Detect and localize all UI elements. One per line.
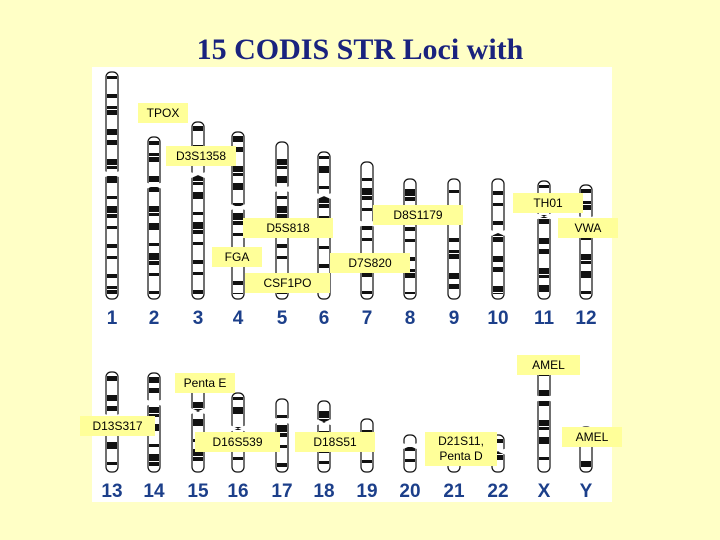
locus-label-csf1po: CSF1PO xyxy=(245,273,330,293)
locus-label-amel-x: AMEL xyxy=(517,355,580,375)
title-line-1: 15 CODIS STR Loci with xyxy=(196,33,524,66)
chromosome-number-16: 16 xyxy=(227,481,248,502)
locus-label-d7s820: D7S820 xyxy=(330,253,410,273)
chromosome-number-22: 22 xyxy=(487,481,508,502)
locus-label-penta-e: Penta E xyxy=(175,373,235,393)
chromosome-number-12: 12 xyxy=(575,308,596,329)
chromosome-8 xyxy=(403,178,417,300)
chromosome-number-3: 3 xyxy=(193,308,204,329)
chromosome-1 xyxy=(105,71,119,300)
chromosome-number-4: 4 xyxy=(233,308,244,329)
locus-label-d8s1179: D8S1179 xyxy=(373,205,463,225)
chromosome-9 xyxy=(447,178,461,300)
chromosome-number-14: 14 xyxy=(143,481,165,502)
chromosome-7 xyxy=(360,161,374,300)
chromosome-number-20: 20 xyxy=(399,481,420,502)
locus-label-d5s818: D5S818 xyxy=(243,218,333,238)
locus-label-vwa: VWA xyxy=(558,218,618,238)
chromosome-number-Y: Y xyxy=(580,481,593,502)
chromosome-number-1: 1 xyxy=(107,308,118,329)
chromosome-number-15: 15 xyxy=(187,481,209,502)
locus-label-tpox: TPOX xyxy=(138,103,188,123)
chromosome-3 xyxy=(191,121,205,300)
locus-label-d16s539: D16S539 xyxy=(195,432,280,452)
chromosome-number-6: 6 xyxy=(319,308,330,329)
chromosome-number-21: 21 xyxy=(443,481,465,502)
chromosome-number-11: 11 xyxy=(534,308,555,329)
chromosome-number-10: 10 xyxy=(487,308,508,329)
chromosome-number-8: 8 xyxy=(405,308,416,329)
locus-label-d18s51: D18S51 xyxy=(295,432,375,452)
chromosome-number-5: 5 xyxy=(277,308,288,329)
chromosome-number-19: 19 xyxy=(356,481,377,502)
locus-label-amel-y: AMEL xyxy=(562,427,622,447)
chromosome-12 xyxy=(579,184,593,300)
locus-label-fga: FGA xyxy=(212,247,262,267)
chromosome-number-18: 18 xyxy=(313,481,334,502)
chromosome-number-2: 2 xyxy=(149,308,160,329)
chromosome-number-7: 7 xyxy=(362,308,373,329)
locus-label-d13s317: D13S317 xyxy=(80,416,155,436)
chromosome-17 xyxy=(275,398,289,473)
chromosome-number-17: 17 xyxy=(271,481,292,502)
chromosome-20 xyxy=(403,434,417,473)
locus-label-d21s11-penta-d: D21S11, Penta D xyxy=(425,432,497,466)
chromosome-number-13: 13 xyxy=(101,481,122,502)
chromosome-15 xyxy=(191,384,205,473)
chromosome-2 xyxy=(147,136,161,300)
locus-label-th01: TH01 xyxy=(513,193,583,213)
chromosome-number-X: X xyxy=(538,481,551,502)
locus-label-d3s1358: D3S1358 xyxy=(166,146,236,166)
chromosome-X xyxy=(537,366,551,473)
chromosome-10 xyxy=(491,178,505,300)
locus-label-penta-d: Penta D xyxy=(439,449,483,463)
chromosome-number-9: 9 xyxy=(449,308,460,329)
locus-label-d21s11: D21S11, xyxy=(438,434,484,448)
